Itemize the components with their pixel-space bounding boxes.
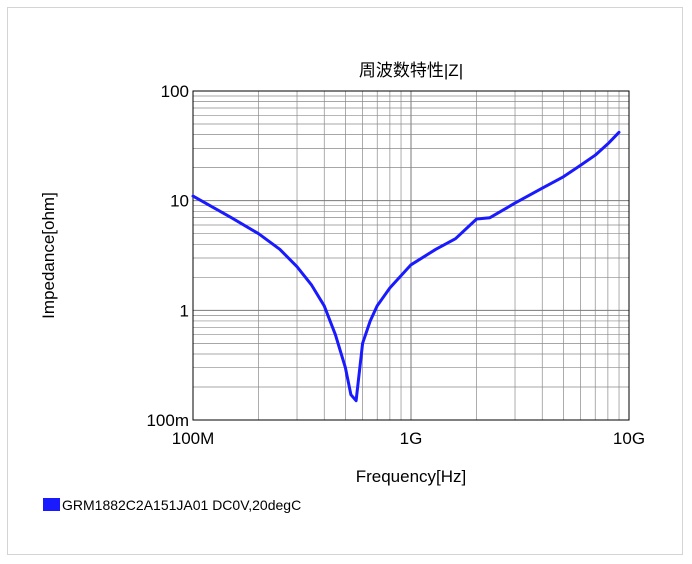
plot-border [192,90,630,421]
x-tick-label: 1G [400,429,423,448]
y-tick-label: 100m [146,411,189,430]
y-axis-label: Impedance[ohm] [39,192,58,319]
series-line-0 [191,130,621,403]
grid [193,91,629,420]
legend-entry: GRM1882C2A151JA01 DC0V,20degC [62,497,301,513]
series-lines [191,130,621,403]
chart-frame [7,7,683,555]
legend-swatch [43,498,60,511]
x-tick-label: 100M [172,429,215,448]
y-tick-label: 10 [170,192,189,211]
x-tick-label: 10G [613,429,645,448]
y-tick-label: 100 [161,82,189,101]
x-axis-label: Frequency[Hz] [356,467,467,486]
y-tick-label: 1 [180,301,189,320]
tick-labels: 100M 1G 10G 100 10 1 100m [146,82,645,448]
legend: GRM1882C2A151JA01 DC0V,20degC [43,497,301,513]
chart-title: 周波数特性|Z| [359,61,463,80]
